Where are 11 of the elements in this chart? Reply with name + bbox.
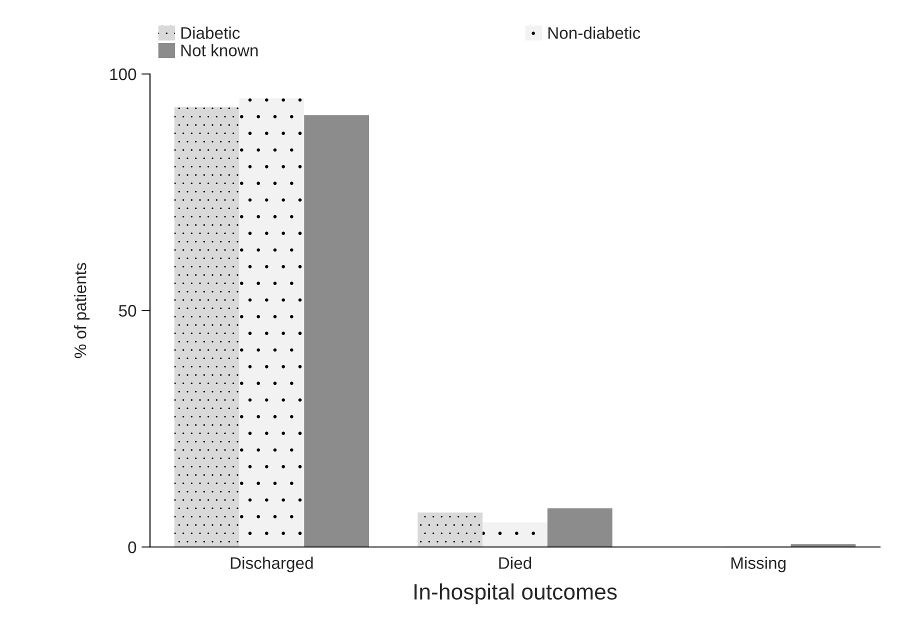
x-axis-title: In-hospital outcomes [414,583,617,604]
y-tick-label: 50 [118,304,136,317]
legend-label: Not known [181,44,258,56]
legend-label: Non-diabetic [548,26,640,39]
y-tick-label: 100 [110,68,136,80]
x-tick-label: Discharged [230,556,313,572]
legend-label: Diabetic [181,26,240,39]
y-tick-label: 0 [128,541,136,554]
x-tick-label: Missing [731,556,786,572]
x-tick-label: Died [499,556,532,569]
y-axis-title: % of patients [74,262,90,358]
